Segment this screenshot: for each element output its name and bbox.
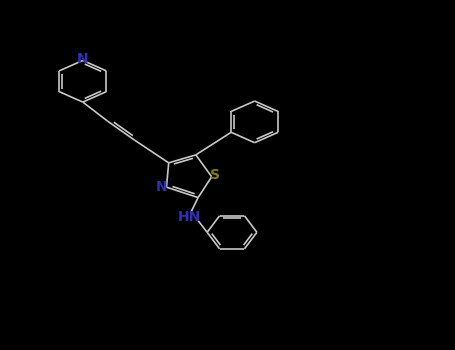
Text: N: N bbox=[156, 180, 168, 194]
Text: S: S bbox=[210, 168, 220, 182]
Text: N: N bbox=[77, 52, 89, 66]
Text: HN: HN bbox=[177, 210, 201, 224]
